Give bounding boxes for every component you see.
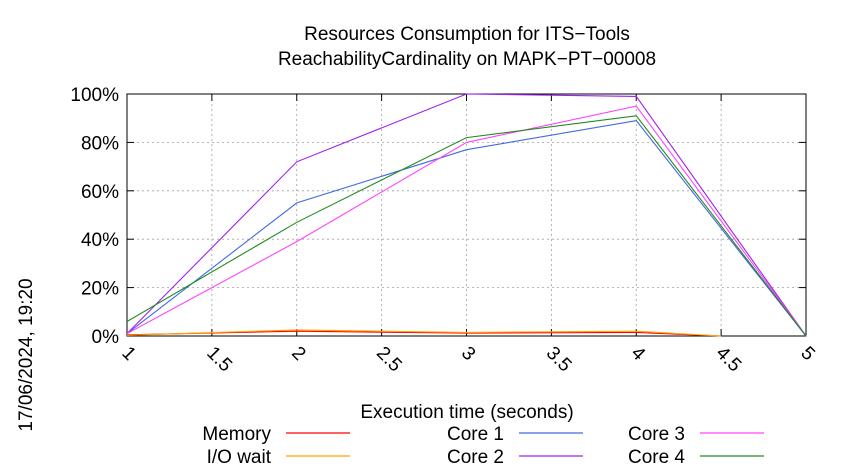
chart-subtitle: ReachabilityCardinality on MAPK−PT−00008 (278, 49, 656, 70)
legend-label-i-o-wait: I/O wait (207, 447, 272, 468)
y-tick-label: 60% (81, 182, 119, 203)
series-line-i-o-wait (126, 329, 722, 337)
y-tick-label: 20% (81, 279, 119, 300)
legend-label-core-3: Core 3 (628, 424, 685, 445)
x-tick-label: 5 (796, 343, 818, 365)
legend-label-core-1: Core 1 (447, 424, 504, 445)
y-axis: 0% 20% 40% 60% 80% 100% (70, 85, 806, 348)
legend-label-core-2: Core 2 (447, 447, 504, 468)
series-line-core-4 (126, 115, 807, 337)
legend-label-core-4: Core 4 (628, 447, 685, 468)
series-line-core-1 (126, 120, 807, 337)
series-line-memory (126, 330, 722, 337)
timestamp-label: 17/06/2024, 19:20 (16, 278, 37, 431)
legend-label-memory: Memory (202, 424, 271, 445)
x-tick-label: 4 (627, 343, 650, 366)
x-tick-label: 3 (457, 343, 479, 365)
series-line-core-2 (126, 93, 807, 337)
x-axis-label: Execution time (seconds) (360, 402, 573, 423)
chart-title: Resources Consumption for ITS−Tools (304, 24, 630, 45)
x-tick-label: 1 (117, 343, 139, 365)
y-tick-label: 40% (81, 230, 119, 251)
y-tick-label: 100% (70, 85, 119, 106)
x-tick-label: 4.5 (712, 343, 746, 377)
y-tick-label: 0% (92, 327, 120, 348)
series-line-core-3 (126, 105, 807, 337)
grid (126, 93, 807, 337)
y-tick-label: 80% (81, 133, 119, 154)
x-tick-label: 1.5 (202, 343, 236, 377)
x-tick-label: 3.5 (542, 343, 576, 377)
x-tick-label: 2 (287, 343, 309, 365)
x-tick-label: 2.5 (372, 343, 406, 377)
series-lines (126, 93, 807, 337)
x-axis: 1 1.5 2 2.5 3 3.5 4 4.5 5 (117, 94, 819, 377)
